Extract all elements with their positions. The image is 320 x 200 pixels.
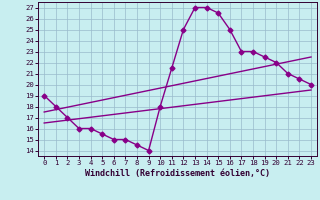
X-axis label: Windchill (Refroidissement éolien,°C): Windchill (Refroidissement éolien,°C) [85, 169, 270, 178]
